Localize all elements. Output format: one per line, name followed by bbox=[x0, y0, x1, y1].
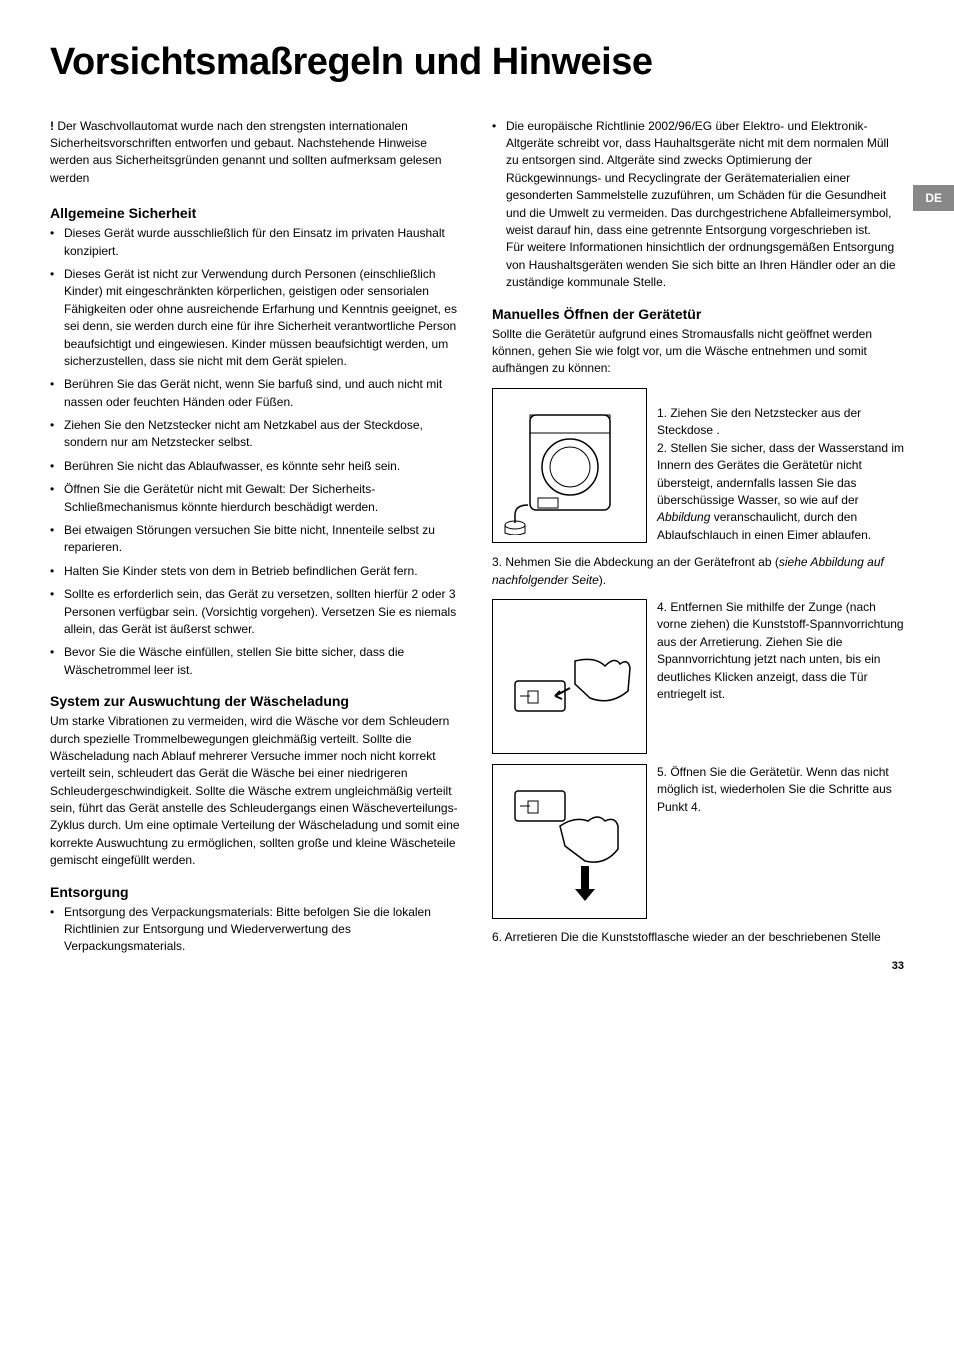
left-column: ! Der Waschvollautomat wurde nach den st… bbox=[50, 118, 462, 962]
directive-list: Die europäische Richtlinie 2002/96/EG üb… bbox=[492, 118, 904, 292]
step-5-block: 5. Öffnen Sie die Gerätetür. Wenn das ni… bbox=[492, 764, 904, 919]
step-5-text: 5. Öffnen Sie die Gerätetür. Wenn das ni… bbox=[657, 764, 904, 919]
list-item: Berühren Sie nicht das Ablaufwasser, es … bbox=[50, 458, 462, 475]
section-heading-safety: Allgemeine Sicherheit bbox=[50, 205, 462, 221]
right-column: Die europäische Richtlinie 2002/96/EG üb… bbox=[492, 118, 904, 962]
language-tab: DE bbox=[913, 185, 954, 211]
list-item: Bei etwaigen Störungen versuchen Sie bit… bbox=[50, 522, 462, 557]
latch-pull-down-illustration bbox=[492, 764, 647, 919]
step-1-2-text: 1. Ziehen Sie den Netzstecker aus der St… bbox=[657, 388, 904, 545]
content-columns: ! Der Waschvollautomat wurde nach den st… bbox=[50, 118, 904, 962]
list-item: Berühren Sie das Gerät nicht, wenn Sie b… bbox=[50, 376, 462, 411]
section-heading-manual-open: Manuelles Öffnen der Gerätetür bbox=[492, 306, 904, 322]
list-item: Bevor Sie die Wäsche einfüllen, stellen … bbox=[50, 644, 462, 679]
section-heading-balance: System zur Auswuchtung der Wäscheladung bbox=[50, 693, 462, 709]
section-heading-disposal: Entsorgung bbox=[50, 884, 462, 900]
step-6-text: 6. Arretieren Die die Kunststofflasche w… bbox=[492, 929, 904, 946]
list-item: Dieses Gerät ist nicht zur Verwendung du… bbox=[50, 266, 462, 370]
list-item: Ziehen Sie den Netzstecker nicht am Netz… bbox=[50, 417, 462, 452]
page-title: Vorsichtsmaßregeln und Hinweise bbox=[50, 40, 904, 86]
washing-machine-drain-illustration bbox=[492, 388, 647, 543]
step-1-2-block: 1. Ziehen Sie den Netzstecker aus der St… bbox=[492, 388, 904, 545]
latch-pull-horizontal-illustration bbox=[492, 599, 647, 754]
list-item: Halten Sie Kinder stets von dem in Betri… bbox=[50, 563, 462, 580]
step-4-text: 4. Entfernen Sie mithilfe der Zunge (nac… bbox=[657, 599, 904, 754]
list-item: Entsorgung des Verpackungsmaterials: Bit… bbox=[50, 904, 462, 956]
list-item: Die europäische Richtlinie 2002/96/EG üb… bbox=[492, 118, 904, 292]
step-3-text: 3. Nehmen Sie die Abdeckung an der Gerät… bbox=[492, 554, 904, 589]
intro-text: Der Waschvollautomat wurde nach den stre… bbox=[50, 119, 442, 185]
list-item: Öffnen Sie die Gerätetür nicht mit Gewal… bbox=[50, 481, 462, 516]
intro-paragraph: ! Der Waschvollautomat wurde nach den st… bbox=[50, 118, 462, 188]
page-number: 33 bbox=[892, 960, 904, 972]
manual-intro: Sollte die Gerätetür aufgrund eines Stro… bbox=[492, 326, 904, 378]
list-item: Sollte es erforderlich sein, das Gerät z… bbox=[50, 586, 462, 638]
list-item: Dieses Gerät wurde ausschließlich für de… bbox=[50, 225, 462, 260]
disposal-list: Entsorgung des Verpackungsmaterials: Bit… bbox=[50, 904, 462, 956]
step-4-block: 4. Entfernen Sie mithilfe der Zunge (nac… bbox=[492, 599, 904, 754]
safety-list: Dieses Gerät wurde ausschließlich für de… bbox=[50, 225, 462, 679]
balance-paragraph: Um starke Vibrationen zu vermeiden, wird… bbox=[50, 713, 462, 870]
